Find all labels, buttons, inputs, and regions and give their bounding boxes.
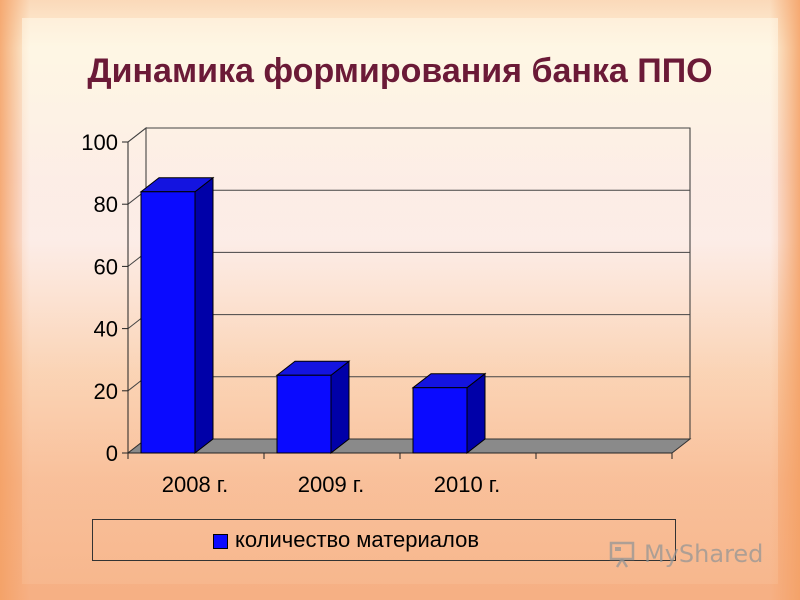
legend-swatch	[213, 534, 228, 549]
x-tick-label: 2009 г.	[298, 472, 365, 497]
y-tick-label: 20	[94, 379, 118, 404]
y-tick-label: 100	[81, 130, 118, 155]
bar	[412, 387, 468, 454]
bar	[140, 191, 196, 454]
bar	[276, 374, 332, 454]
bars	[139, 176, 487, 455]
value-axis	[122, 141, 673, 459]
x-tick-label: 2008 г.	[162, 472, 229, 497]
watermark-text: MyShared	[644, 540, 764, 568]
plot-floor	[126, 438, 692, 454]
bar-side	[194, 176, 214, 455]
y-tick-label: 60	[94, 254, 118, 279]
x-tick-label: 2010 г.	[434, 472, 501, 497]
floor-top	[126, 438, 692, 454]
y-tick-label: 0	[106, 441, 118, 466]
slide-title: Динамика формирования банка ППО	[87, 52, 713, 90]
bar-side	[330, 360, 350, 455]
y-tick-labels: 0 20 40 60 80 100	[81, 130, 118, 466]
y-tick-label: 40	[94, 317, 118, 342]
gridline	[127, 127, 690, 143]
legend-label: количество материалов	[235, 527, 480, 552]
y-tick-label: 80	[94, 192, 118, 217]
watermark: MyShared	[608, 538, 768, 570]
presentation-icon	[609, 541, 635, 568]
chart-legend: количество материалов	[92, 519, 676, 561]
x-tick-labels: 2008 г. 2009 г. 2010 г.	[162, 472, 501, 497]
